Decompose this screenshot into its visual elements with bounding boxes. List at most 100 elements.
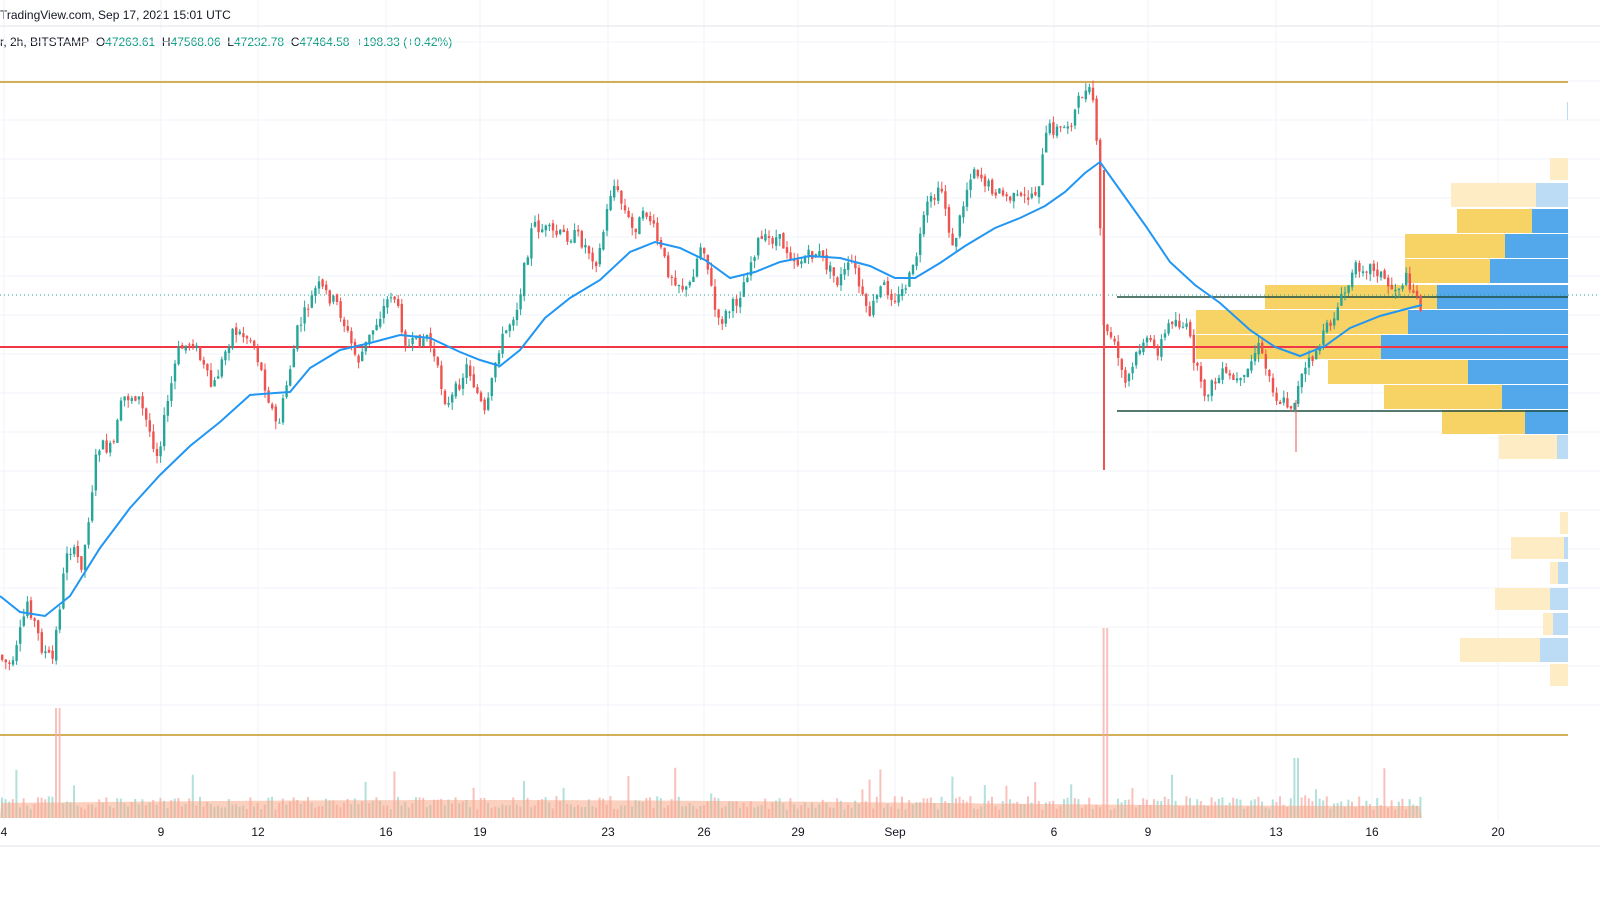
candle-body [1077,95,1080,108]
candle-body [224,351,227,361]
candle-body [746,277,749,282]
volume-bar [1383,768,1386,818]
source-text: TradingView.com, Sep 17, 2021 15:01 UTC [0,8,231,22]
x-tick-label: 20 [1491,825,1505,839]
candle-body [1196,362,1199,366]
candle-body [141,396,144,409]
candle-body [58,609,61,630]
candle-body [523,262,526,297]
candle-body [1214,381,1217,384]
x-tick-label: 13 [1269,825,1283,839]
candle-body [1347,285,1350,293]
candle-body [1037,186,1041,198]
candle-body [1261,342,1264,354]
candle-body [364,341,367,352]
candle-body [1264,354,1267,369]
volume-profile-bar-down [1550,588,1568,610]
candle-body [137,396,141,400]
candle-body [335,294,339,302]
volume-profile-bar-up [1460,638,1540,662]
candle-body [548,224,551,227]
candle-body [753,257,756,261]
candle-body [627,210,630,217]
volume-profile-bar-up [1499,435,1557,459]
candle-body [44,651,47,654]
candle-body [1333,318,1336,326]
candle-body [757,237,760,256]
volume-profile-bar-up [1457,209,1532,233]
candle-body [83,544,87,571]
x-tick-label: 29 [791,825,805,839]
candle-body [926,201,929,216]
volume-bar [1171,774,1173,818]
candle-body [1019,192,1023,196]
candle-body [1286,398,1289,408]
candle-body [65,553,69,573]
candle-body [1293,402,1296,410]
candle-body [1210,380,1213,396]
candle-body [37,620,40,634]
candle-body [886,281,889,296]
candle-body [764,234,767,241]
candle-body [1063,127,1066,129]
candle-body [1279,401,1282,405]
candle-body [166,400,169,416]
volume-bar [1297,758,1299,818]
candle-body [87,522,90,545]
candle-body [944,191,947,209]
candle-body [1300,373,1303,388]
volume-bar [879,769,882,818]
candle-body [577,229,580,232]
candle-body [191,343,195,347]
volume-profile-bar-up [1196,310,1408,334]
candle-body [551,223,555,231]
candle-body [170,383,173,401]
volume-bar [868,779,871,818]
candle-body [1207,395,1210,397]
candle-body [533,221,537,227]
candle-body [1178,320,1181,328]
volume-bar [674,767,677,818]
candle-body [980,174,983,179]
candle-body [1397,288,1401,290]
candle-body [206,363,209,371]
candle-body [76,545,79,558]
candle-body [526,257,529,265]
candle-body [973,169,976,179]
candle-body [515,309,519,320]
candle-body [454,383,457,397]
candle-body [357,355,360,363]
candle-body [105,440,108,453]
candle-body [1232,374,1235,381]
candle-body [1145,337,1149,343]
volume-profile-bar-up [1405,259,1490,283]
candle-body [465,364,468,378]
candle-body [1235,378,1239,381]
volume-profile-bar-down [1505,234,1568,258]
candle-body [598,248,601,265]
candle-body [519,294,522,310]
candle-body [1156,348,1159,356]
volume-bar [1005,785,1008,818]
candle-body [497,353,501,364]
candle-body [947,207,951,233]
candle-body [404,331,407,346]
candle-body [213,380,216,387]
candle-body [119,400,123,421]
candle-body [217,376,220,379]
x-tick-label: 16 [379,825,393,839]
candle-body [868,306,871,317]
candle-body [307,308,310,310]
candle-body [1297,386,1300,404]
candle-body [1199,366,1203,382]
candle-body [422,338,425,346]
x-tick-label: Sep [884,825,906,839]
candle-body [94,454,97,491]
candle-body [1358,262,1361,272]
candle-body [1275,392,1278,401]
candle-body [62,573,65,609]
candle-body [512,319,515,326]
candle-body [998,188,1001,194]
candle-body [1091,87,1095,101]
